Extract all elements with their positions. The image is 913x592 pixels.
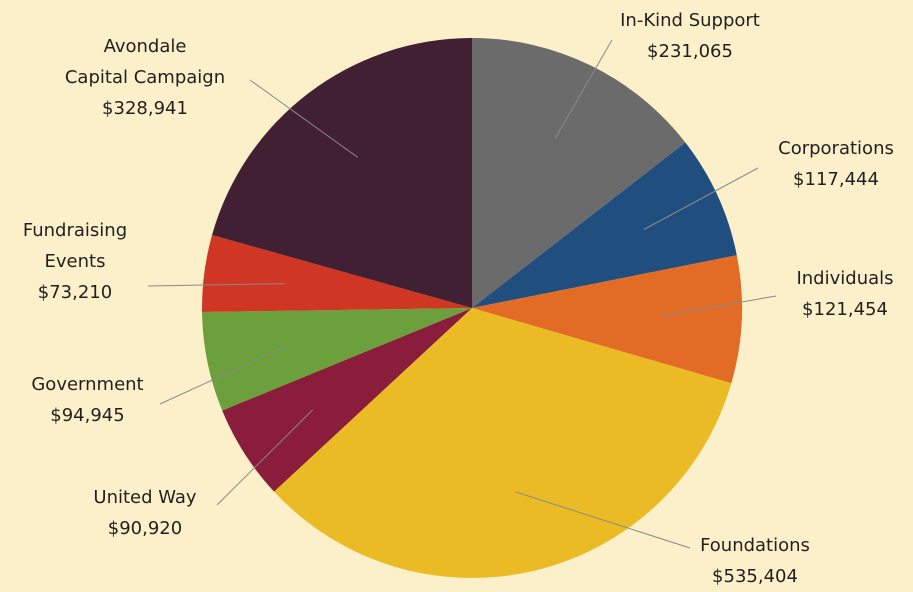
slice-united-way [222, 308, 472, 492]
slice-corporations [472, 142, 737, 308]
leader-line-foundations [515, 491, 691, 549]
label-individuals: Individuals $121,454 [770, 263, 913, 325]
label-foundations-name: Foundations [700, 535, 810, 556]
label-fundraising-events-name-1: Fundraising [22, 220, 128, 241]
label-united-way-value: $90,920 [107, 518, 183, 539]
label-corporations: Corporations $117,444 [756, 133, 913, 195]
label-avondale-capital-campaign: Avondale Capital Campaign $328,941 [30, 31, 260, 124]
label-foundations-value: $535,404 [712, 566, 798, 587]
label-foundations: Foundations $535,404 [670, 530, 840, 592]
leader-line-avondale-capital-campaign [249, 79, 359, 158]
leader-line-individuals [660, 295, 777, 317]
slice-fundraising-events [201, 235, 472, 313]
label-corporations-value: $117,444 [793, 169, 879, 190]
leader-lines [147, 39, 777, 549]
label-fundraising-events: Fundraising Events $73,210 [0, 215, 150, 308]
label-united-way: United Way $90,920 [60, 482, 230, 544]
pie-slices [201, 38, 742, 578]
label-government-name: Government [31, 374, 144, 395]
leader-line-united-way [216, 409, 314, 506]
label-individuals-name: Individuals [796, 268, 894, 289]
label-corporations-name: Corporations [778, 138, 894, 159]
slice-foundations [274, 308, 732, 578]
leader-line-fundraising-events [147, 283, 285, 287]
slice-government [202, 308, 472, 411]
label-fundraising-events-name-2: Events [44, 251, 106, 272]
label-in-kind-support-name: In-Kind Support [620, 10, 760, 31]
label-avondale-name-2: Capital Campaign [64, 67, 226, 88]
leader-line-in-kind-support [554, 39, 613, 139]
label-government: Government $94,945 [0, 369, 175, 431]
label-united-way-name: United Way [93, 487, 197, 508]
leader-line-government [159, 345, 288, 405]
label-government-value: $94,945 [50, 405, 125, 426]
slice-in-kind-support [472, 38, 686, 308]
label-in-kind-support-value: $231,065 [647, 41, 733, 62]
label-in-kind-support: In-Kind Support $231,065 [590, 5, 790, 67]
label-individuals-value: $121,454 [802, 299, 888, 320]
slice-individuals [472, 255, 742, 384]
leader-line-corporations [643, 167, 759, 230]
label-avondale-value: $328,941 [102, 98, 188, 119]
label-fundraising-events-value: $73,210 [37, 282, 113, 303]
slice-avondale-capital-campaign [212, 38, 473, 308]
label-avondale-name-1: Avondale [103, 36, 187, 57]
